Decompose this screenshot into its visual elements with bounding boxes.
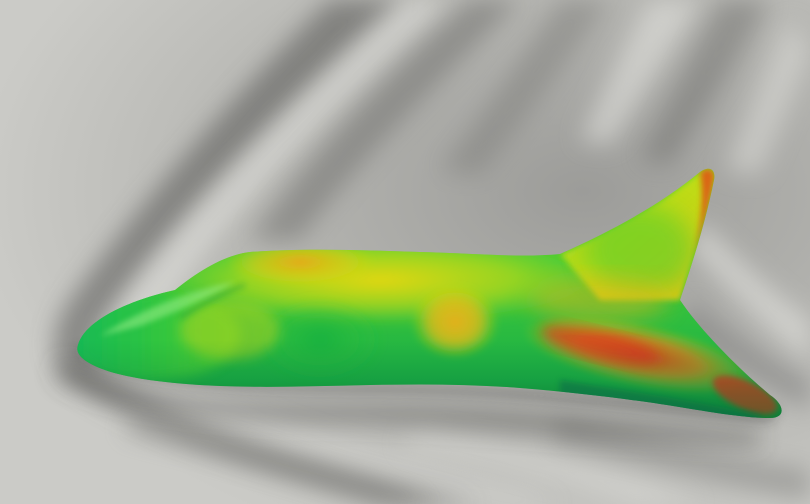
shock-wave-bands	[54, 0, 810, 504]
